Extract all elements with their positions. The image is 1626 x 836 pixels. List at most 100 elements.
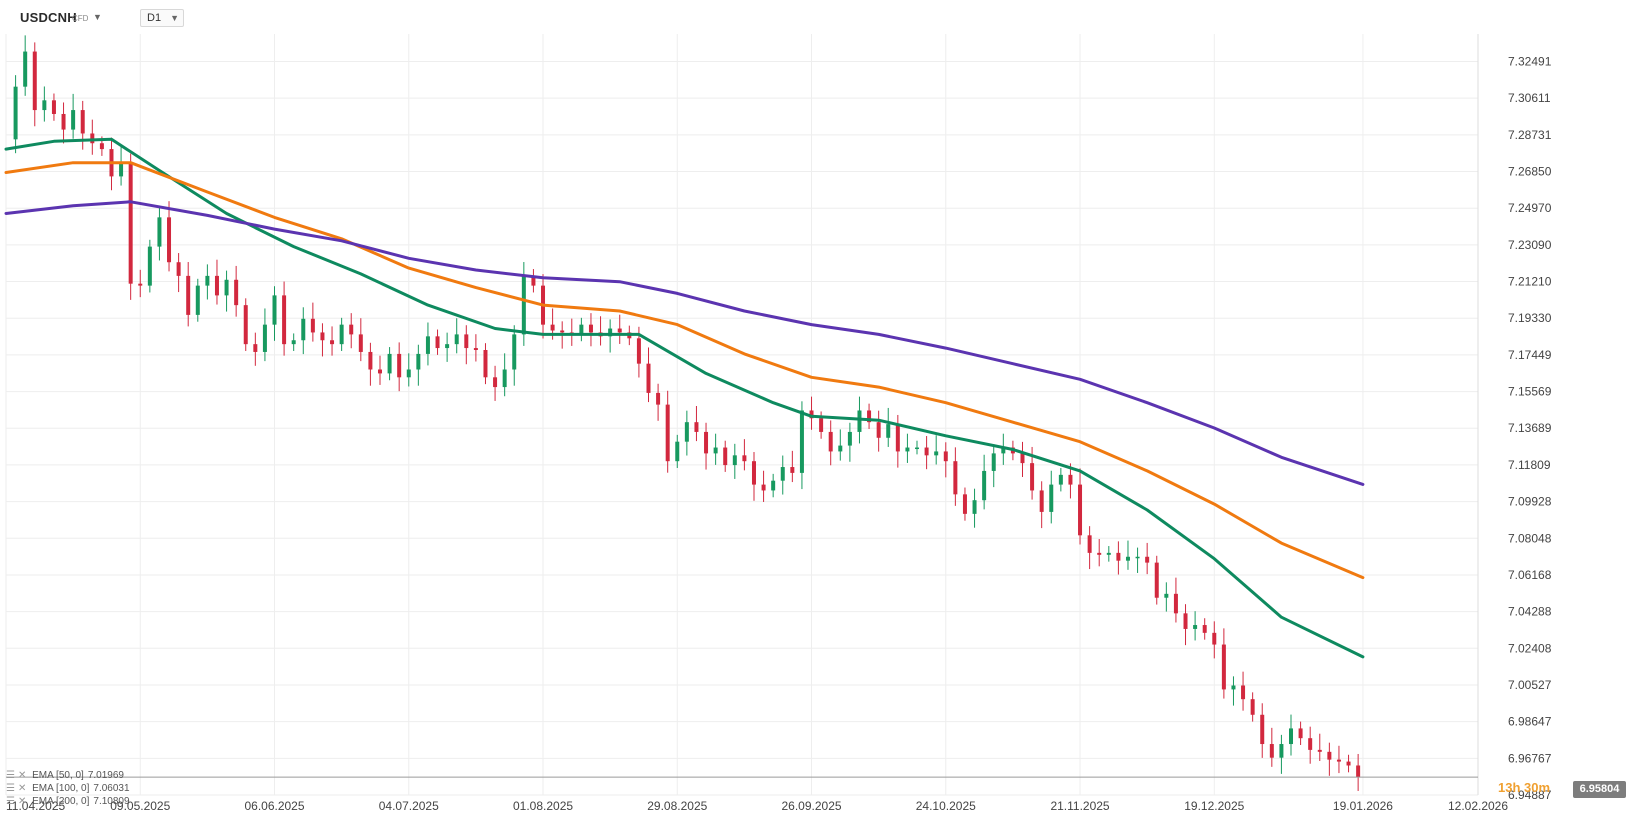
candle-body bbox=[867, 410, 872, 423]
y-tick-label: 7.32491 bbox=[1508, 54, 1552, 68]
candle-body bbox=[454, 334, 459, 345]
candle-body bbox=[42, 100, 47, 111]
candle-body bbox=[1356, 765, 1361, 778]
candle-body bbox=[358, 334, 363, 352]
candle-body bbox=[1135, 556, 1140, 559]
candle-body bbox=[445, 344, 450, 349]
candle-body bbox=[397, 353, 402, 378]
candle-body bbox=[588, 324, 593, 333]
candle-body bbox=[646, 363, 651, 393]
candle-body bbox=[512, 334, 517, 370]
chevron-down-icon: ▼ bbox=[170, 13, 179, 23]
candle-body bbox=[799, 410, 804, 473]
candle-body bbox=[1346, 761, 1351, 766]
candle-body bbox=[915, 447, 920, 450]
timeframe-select[interactable]: D1 ▼ bbox=[140, 9, 184, 27]
candle-body bbox=[176, 262, 181, 276]
candle-body bbox=[1279, 744, 1284, 758]
close-icon[interactable]: ✕ bbox=[17, 783, 27, 794]
candle-body bbox=[1164, 593, 1169, 598]
y-tick-label: 6.96767 bbox=[1508, 751, 1552, 765]
candle-body bbox=[550, 324, 555, 331]
candle-body bbox=[742, 455, 747, 462]
candle-body bbox=[617, 328, 622, 333]
candle-body bbox=[234, 279, 239, 306]
indicator-value: 7.06031 bbox=[93, 783, 130, 794]
candle-body bbox=[1125, 556, 1130, 561]
candle-body bbox=[90, 133, 95, 144]
indicator-legend-ema200: ☰ ✕ EMA [200, 0] 7.10809 bbox=[6, 796, 130, 807]
y-tick-label: 7.23090 bbox=[1508, 238, 1552, 252]
candle-body bbox=[147, 246, 152, 286]
candle-body bbox=[406, 369, 411, 378]
candle-body bbox=[579, 324, 584, 335]
candle-body bbox=[272, 295, 277, 325]
indicator-value: 7.10809 bbox=[93, 796, 130, 807]
candle-body bbox=[838, 445, 843, 452]
settings-icon[interactable]: ☰ bbox=[6, 783, 15, 794]
candle-body bbox=[483, 350, 488, 378]
y-tick-label: 7.24970 bbox=[1508, 201, 1552, 215]
x-tick-label: 06.06.2025 bbox=[244, 799, 304, 813]
candle-body bbox=[1289, 728, 1294, 745]
close-icon[interactable]: ✕ bbox=[17, 796, 27, 807]
candle-body bbox=[1030, 463, 1035, 491]
y-tick-label: 7.26850 bbox=[1508, 165, 1552, 179]
candle-body bbox=[339, 324, 344, 345]
x-tick-label: 11.04.2025 bbox=[6, 799, 65, 813]
candle-body bbox=[23, 51, 28, 87]
candle-body bbox=[704, 431, 709, 454]
candle-body bbox=[186, 275, 191, 315]
candle-body bbox=[771, 480, 776, 491]
symbol-dropdown-icon[interactable]: ▼ bbox=[93, 12, 102, 22]
candle-body bbox=[51, 100, 56, 114]
indicator-legend-ema50: ☰ ✕ EMA [50, 0] 7.01969 bbox=[6, 770, 124, 781]
candle-body bbox=[780, 467, 785, 481]
candle-body bbox=[167, 217, 172, 263]
candle-body bbox=[819, 418, 824, 432]
candle-body bbox=[253, 344, 258, 352]
candle-body bbox=[464, 334, 469, 349]
candle-body bbox=[128, 162, 133, 284]
ema-line bbox=[4, 161, 1365, 580]
candle-body bbox=[723, 447, 728, 466]
candle-body bbox=[1250, 699, 1255, 715]
candle-body bbox=[656, 392, 661, 405]
y-tick-label: 7.04288 bbox=[1508, 605, 1552, 619]
candle-body bbox=[761, 484, 766, 491]
y-tick-label: 6.94887 bbox=[1508, 788, 1552, 802]
candle-body bbox=[694, 422, 699, 432]
candle-body bbox=[1049, 484, 1054, 512]
candle-body bbox=[982, 470, 987, 501]
candle-body bbox=[1058, 474, 1063, 485]
candle-body bbox=[1078, 484, 1083, 536]
candle-body bbox=[320, 332, 325, 341]
candle-body bbox=[1145, 556, 1150, 563]
candle-body bbox=[809, 410, 814, 419]
candle-body bbox=[32, 51, 37, 111]
candle-body bbox=[560, 330, 565, 333]
candle-body bbox=[157, 217, 162, 247]
settings-icon[interactable]: ☰ bbox=[6, 796, 15, 807]
y-tick-label: 7.00527 bbox=[1508, 678, 1552, 692]
candle-body bbox=[1068, 474, 1073, 485]
candle-body bbox=[349, 324, 354, 335]
symbol-name[interactable]: USDCNH bbox=[20, 10, 77, 25]
candle-body bbox=[262, 324, 267, 352]
candle-body bbox=[1173, 593, 1178, 614]
candle-body bbox=[608, 328, 613, 337]
candle-body bbox=[886, 424, 891, 438]
candle-body bbox=[1087, 535, 1092, 553]
candle-body bbox=[214, 275, 219, 296]
candle-body bbox=[282, 295, 287, 345]
indicator-label: EMA [200, 0] bbox=[32, 796, 90, 807]
candle-body bbox=[751, 461, 756, 485]
candle-body bbox=[1202, 625, 1207, 633]
candle-body bbox=[991, 453, 996, 471]
settings-icon[interactable]: ☰ bbox=[6, 770, 15, 781]
candle-body bbox=[1212, 632, 1217, 645]
close-icon[interactable]: ✕ bbox=[17, 770, 27, 781]
candle-body bbox=[857, 410, 862, 432]
